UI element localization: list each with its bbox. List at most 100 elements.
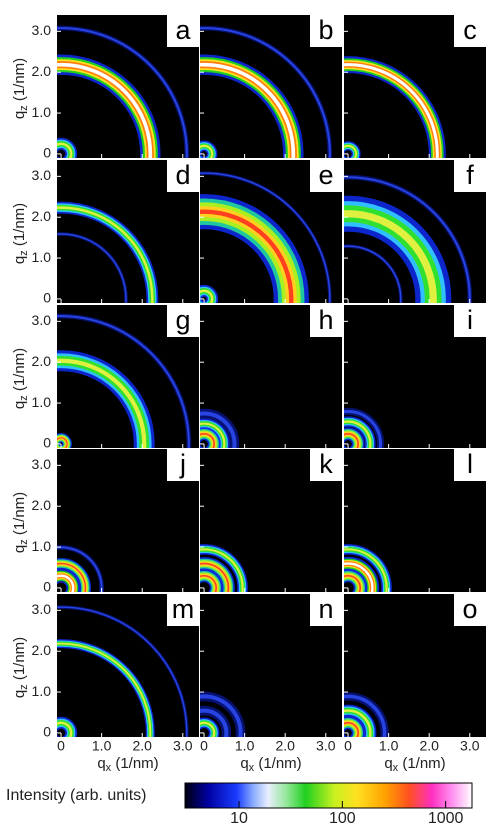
scattering-ring xyxy=(344,574,362,592)
scattering-ring xyxy=(200,209,294,303)
y-axis-unit: (1/nm) xyxy=(11,348,28,396)
scattering-ring xyxy=(57,546,103,592)
scattering-ring xyxy=(200,62,296,158)
scattering-ring xyxy=(200,27,331,158)
y-axis-label: qz (1/nm) xyxy=(11,492,30,553)
panel-label: n xyxy=(318,594,333,624)
y-tick-label: 3.0 xyxy=(32,601,52,617)
scattering-ring xyxy=(200,289,214,303)
y-tick-label: 3.0 xyxy=(32,167,52,183)
y-axis-unit: (1/nm) xyxy=(11,203,28,251)
x-axis-unit: (1/nm) xyxy=(111,755,159,772)
y-tick-label: 1.0 xyxy=(32,683,52,699)
y-tick-label: 0 xyxy=(43,724,51,740)
panel xyxy=(200,15,342,158)
scattering-ring xyxy=(57,233,127,303)
y-tick-label: 2.0 xyxy=(32,353,52,369)
scattering-ring xyxy=(344,144,358,158)
y-tick-label: 0 xyxy=(43,435,51,451)
scattering-ring xyxy=(344,176,471,303)
y-axis-symbol: q xyxy=(11,256,28,264)
scattering-ring xyxy=(344,562,374,592)
scattering-ring xyxy=(200,548,244,592)
scattering-ring xyxy=(344,420,372,448)
scattering-ring xyxy=(200,432,215,448)
scattering-ring xyxy=(57,721,73,737)
panel-label-box xyxy=(310,594,342,626)
colorbar-tick-label: 1000 xyxy=(428,810,464,827)
y-tick-label: 1.0 xyxy=(32,104,52,120)
y-tick-label: 2.0 xyxy=(32,208,52,224)
y-axis-subscript: z xyxy=(18,250,30,256)
panel xyxy=(344,15,486,158)
y-axis-symbol: q xyxy=(11,401,28,409)
y-tick-label: 3.0 xyxy=(32,22,52,38)
x-axis-label: qx (1/nm) xyxy=(97,755,158,774)
y-axis-unit: (1/nm) xyxy=(11,58,28,106)
scattering-ring xyxy=(344,548,388,592)
panel-label-box xyxy=(167,449,199,481)
panel-label-box xyxy=(310,15,342,47)
axes: 01.02.03.0qz (1/nm)01.02.03.0qz (1/nm)01… xyxy=(11,22,480,774)
scattering-ring xyxy=(344,245,402,303)
scattering-ring xyxy=(200,144,214,158)
y-axis-label: qz (1/nm) xyxy=(11,203,30,264)
panel xyxy=(200,160,342,303)
y-axis-unit: (1/nm) xyxy=(11,637,28,685)
y-tick-label: 1.0 xyxy=(32,394,52,410)
panel-label-box xyxy=(310,160,342,192)
scattering-ring xyxy=(200,172,331,303)
x-axis-symbol: q xyxy=(384,755,392,772)
x-tick-label: 1.0 xyxy=(235,738,255,754)
y-axis-label: qz (1/nm) xyxy=(11,348,30,409)
panel-label: d xyxy=(175,160,190,190)
scattering-ring xyxy=(344,210,437,303)
panel-label: g xyxy=(175,305,190,335)
panel-label: k xyxy=(319,449,333,479)
panel xyxy=(200,449,342,592)
scattering-ring xyxy=(200,562,230,592)
panel-label: f xyxy=(466,160,474,190)
scattering-ring xyxy=(57,642,152,737)
y-axis-symbol: q xyxy=(11,690,28,698)
panel-label: c xyxy=(463,15,477,45)
panel-label-box xyxy=(167,594,199,626)
scattering-ring xyxy=(57,437,68,448)
scattering-ring xyxy=(57,206,154,303)
panel xyxy=(57,160,199,303)
y-axis-subscript: z xyxy=(18,684,30,690)
scattering-ring xyxy=(57,574,75,592)
y-axis-label: qz (1/nm) xyxy=(11,58,30,119)
panel-label: b xyxy=(318,15,333,45)
panel-label: e xyxy=(318,160,333,190)
colorbar-label: Intensity (arb. units) xyxy=(6,787,147,804)
x-tick-label: 0 xyxy=(57,738,65,754)
panel-label-box xyxy=(454,449,486,481)
panel-label: o xyxy=(462,594,477,624)
panel-label: h xyxy=(318,305,333,335)
colorbar-tick-label: 10 xyxy=(230,810,248,827)
panel-label-box xyxy=(454,305,486,337)
y-tick-label: 2.0 xyxy=(32,63,52,79)
panel xyxy=(200,305,342,448)
y-tick-label: 2.0 xyxy=(32,642,52,658)
panel xyxy=(57,449,199,592)
panel xyxy=(57,305,199,448)
panel-label-box xyxy=(310,449,342,481)
x-axis-symbol: q xyxy=(97,755,105,772)
x-tick-label: 1.0 xyxy=(92,738,112,754)
y-tick-label: 0 xyxy=(43,145,51,161)
panel xyxy=(344,449,486,592)
y-axis-subscript: z xyxy=(18,395,30,401)
panel-label-box xyxy=(454,15,486,47)
scattering-ring xyxy=(200,422,226,448)
x-tick-label: 1.0 xyxy=(379,738,399,754)
x-axis-subscript: x xyxy=(106,762,112,774)
x-axis-label: qx (1/nm) xyxy=(240,755,301,774)
panel xyxy=(57,15,199,158)
y-tick-label: 2.0 xyxy=(32,497,52,513)
x-axis-unit: (1/nm) xyxy=(254,755,302,772)
panel-label-box xyxy=(167,160,199,192)
panel-label: l xyxy=(467,449,473,479)
